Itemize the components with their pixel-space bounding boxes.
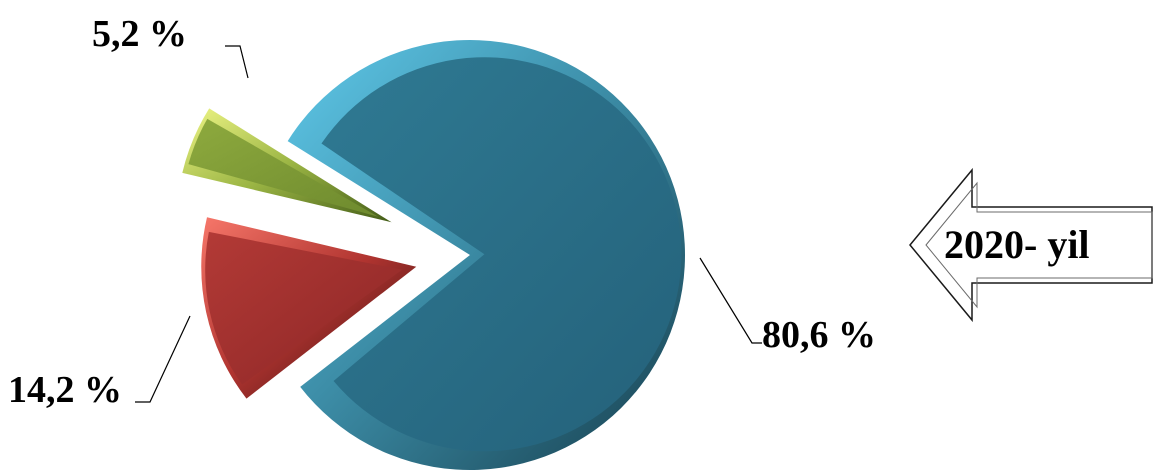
slice-14-2 [201,217,417,399]
leader-14-2 [135,315,191,403]
slice-label-14-2: 14,2 % [8,369,122,411]
arrow-inner [925,181,1153,309]
slice-80-6-face [321,57,682,452]
slice-5-2 [182,108,392,223]
leader-80-6 [699,257,762,344]
slice-label-80-6: 80,6 % [762,314,876,356]
slice-5-2-face [188,118,379,217]
leader-5-2 [225,45,249,79]
slice-label-5-2: 5,2 % [92,13,187,55]
leader-lines [135,45,762,403]
slice-80-6 [287,39,685,471]
year-label: 2020- yil [944,222,1090,267]
year-arrow: 2020- yil [909,167,1153,323]
pie-slices [182,39,685,471]
slice-14-2-face [205,231,403,385]
